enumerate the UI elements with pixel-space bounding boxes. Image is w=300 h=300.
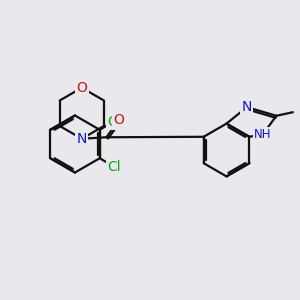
Text: O: O bbox=[114, 113, 124, 127]
Text: O: O bbox=[76, 81, 87, 95]
Text: N: N bbox=[76, 132, 87, 146]
Text: NH: NH bbox=[254, 128, 272, 141]
Text: Cl: Cl bbox=[107, 160, 121, 173]
Text: N: N bbox=[242, 100, 252, 114]
Text: Cl: Cl bbox=[107, 115, 121, 128]
